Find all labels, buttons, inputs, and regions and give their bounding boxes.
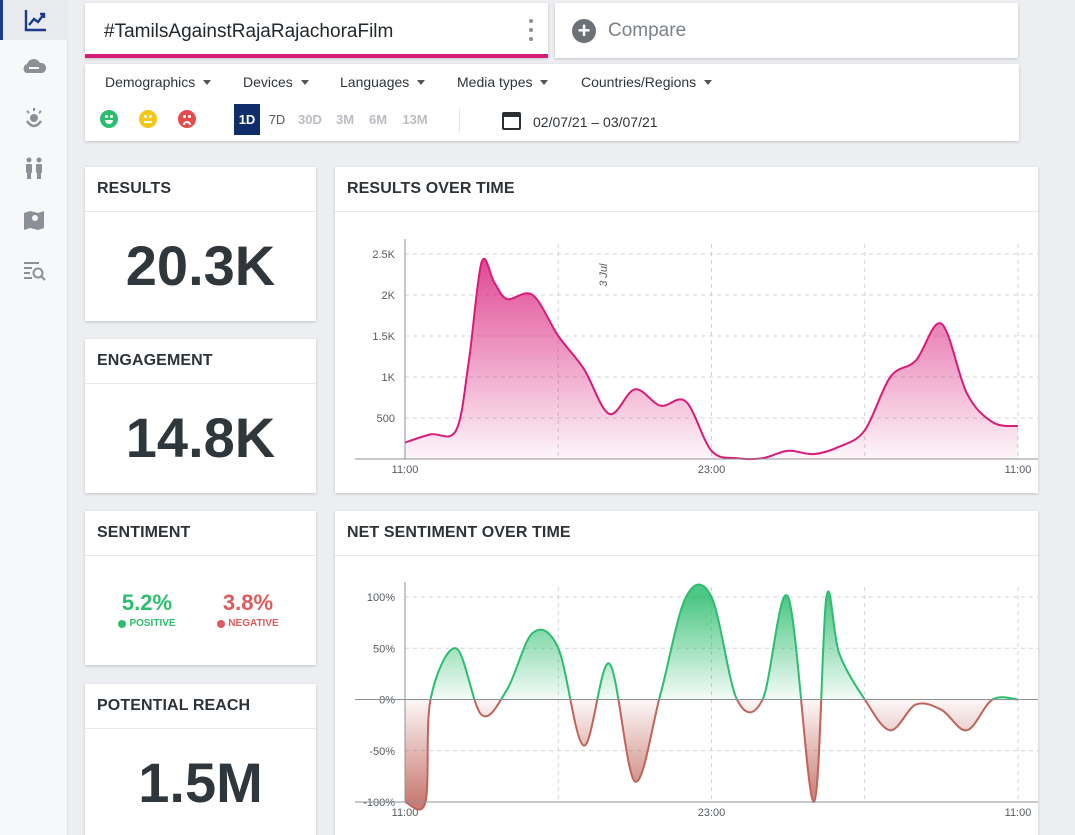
neutral-face-icon[interactable] <box>139 110 157 128</box>
languages-dropdown[interactable]: Languages <box>340 74 426 90</box>
media-types-dropdown[interactable]: Media types <box>457 74 549 90</box>
y-tick-label: -100% <box>363 797 395 809</box>
series-line <box>404 258 1019 461</box>
devices-dropdown[interactable]: Devices <box>243 74 309 90</box>
positive-face-icon[interactable] <box>100 110 118 128</box>
caret-down-icon <box>540 79 549 85</box>
sidebar-item-cloud[interactable] <box>0 47 68 87</box>
positive-label: POSITIVE <box>102 618 192 629</box>
sidebar <box>0 0 68 835</box>
negative-value: 3.8% <box>222 590 274 615</box>
caret-down-icon <box>203 79 212 85</box>
sidebar-item-trends[interactable] <box>0 0 68 40</box>
results-over-time-card: RESULTS OVER TIME 500 1K 1.5K 2K 2.5K 11:00 23… <box>335 167 1038 493</box>
negative-label: NEGATIVE <box>203 618 293 629</box>
potential-reach-card: POTENTIAL REACH 1.5M <box>85 684 316 835</box>
divider <box>459 109 460 133</box>
demographics-dropdown[interactable]: Demographics <box>105 74 212 90</box>
engagement-value: 14.8K <box>125 406 276 469</box>
results-value: 20.3K <box>125 234 276 297</box>
x-tick-label: 23:00 <box>698 464 726 476</box>
search-query: #TamilsAgainstRajaRajachoraFilm <box>104 21 394 42</box>
y-tick-label: 50% <box>373 643 395 655</box>
sidebar-item-demographics[interactable] <box>0 149 68 189</box>
positive-area <box>405 584 1018 700</box>
y-tick-label: -50% <box>369 746 395 758</box>
y-tick-label: 500 <box>377 413 395 425</box>
caret-down-icon <box>704 79 713 85</box>
positive-face-icon <box>118 619 127 628</box>
sidebar-item-influencers[interactable] <box>0 98 68 138</box>
y-tick-label: 1.5K <box>372 331 395 343</box>
x-tick-label: 11:00 <box>1005 464 1032 476</box>
y-tick-label: 2K <box>382 290 396 302</box>
negative-area <box>405 699 1018 810</box>
list-search-icon <box>24 262 46 281</box>
negative-face-icon <box>217 619 226 628</box>
y-tick-label: 1K <box>382 372 396 384</box>
y-tick-label: 0% <box>379 695 395 707</box>
compare-label: Compare <box>608 20 687 41</box>
people-icon <box>26 157 42 179</box>
caret-down-icon <box>417 79 426 85</box>
influencer-icon <box>26 108 42 128</box>
chart-title: RESULTS OVER TIME <box>347 180 515 197</box>
card-title: RESULTS <box>97 180 172 197</box>
countries-regions-dropdown[interactable]: Countries/Regions <box>581 74 713 90</box>
results-over-time-chart[interactable]: 500 1K 1.5K 2K 2.5K 11:00 23:00 11:00 3 Jul <box>335 212 1038 493</box>
positive-value: 5.2% <box>121 590 173 615</box>
negative-face-icon[interactable] <box>178 110 196 128</box>
series-area <box>405 258 1018 460</box>
y-tick-label: 2.5K <box>372 249 395 261</box>
x-tick-label: 11:00 <box>1005 807 1032 819</box>
trend-chart-icon <box>24 10 46 32</box>
card-title: SENTIMENT <box>97 524 191 541</box>
caret-down-icon <box>300 79 309 85</box>
search-tab[interactable]: #TamilsAgainstRajaRajachoraFilm <box>85 3 548 58</box>
negative-line <box>404 699 1018 811</box>
plus-icon: + <box>572 19 596 43</box>
x-tick-label: 11:00 <box>392 807 419 819</box>
cloud-icon <box>23 59 47 73</box>
more-options-icon[interactable] <box>528 19 534 41</box>
date-range[interactable]: 02/07/21 – 03/07/21 <box>533 114 658 130</box>
range-1d-button[interactable]: 1D <box>234 104 260 135</box>
net-sentiment-over-time-card: NET SENTIMENT OVER TIME -100% -50% 0% 50% 10… <box>335 511 1038 835</box>
card-title: ENGAGEMENT <box>97 352 213 369</box>
x-tick-label: 23:00 <box>698 807 726 819</box>
date-annotation: 3 Jul <box>598 263 610 287</box>
range-13m-button[interactable]: 13M <box>402 112 428 127</box>
sidebar-item-results-search[interactable] <box>0 250 68 290</box>
positive-line <box>429 583 1019 700</box>
results-card: RESULTS 20.3K <box>85 167 316 321</box>
net-sentiment-over-time-chart[interactable]: -100% -50% 0% 50% 100% 11:00 23:00 11:00 <box>335 556 1038 835</box>
range-7d-button[interactable]: 7D <box>268 112 286 127</box>
sidebar-item-map[interactable] <box>0 200 68 240</box>
x-tick-label: 11:00 <box>392 464 419 476</box>
reach-value: 1.5M <box>138 751 263 814</box>
active-tab-indicator <box>85 54 548 58</box>
calendar-icon[interactable] <box>502 112 521 130</box>
chart-title: NET SENTIMENT OVER TIME <box>347 524 571 541</box>
y-tick-label: 100% <box>367 592 395 604</box>
range-3m-button[interactable]: 3M <box>335 112 355 127</box>
card-title: POTENTIAL REACH <box>97 697 251 714</box>
compare-button[interactable]: + Compare <box>555 3 1018 58</box>
filter-bar: Demographics Devices Languages Media typ… <box>85 64 1019 141</box>
map-icon <box>24 211 44 230</box>
range-30d-button[interactable]: 30D <box>298 112 322 127</box>
sentiment-card: SENTIMENT 5.2% POSITIVE 3.8% NEGATIVE <box>85 511 316 665</box>
engagement-card: ENGAGEMENT 14.8K <box>85 339 316 493</box>
range-6m-button[interactable]: 6M <box>368 112 388 127</box>
